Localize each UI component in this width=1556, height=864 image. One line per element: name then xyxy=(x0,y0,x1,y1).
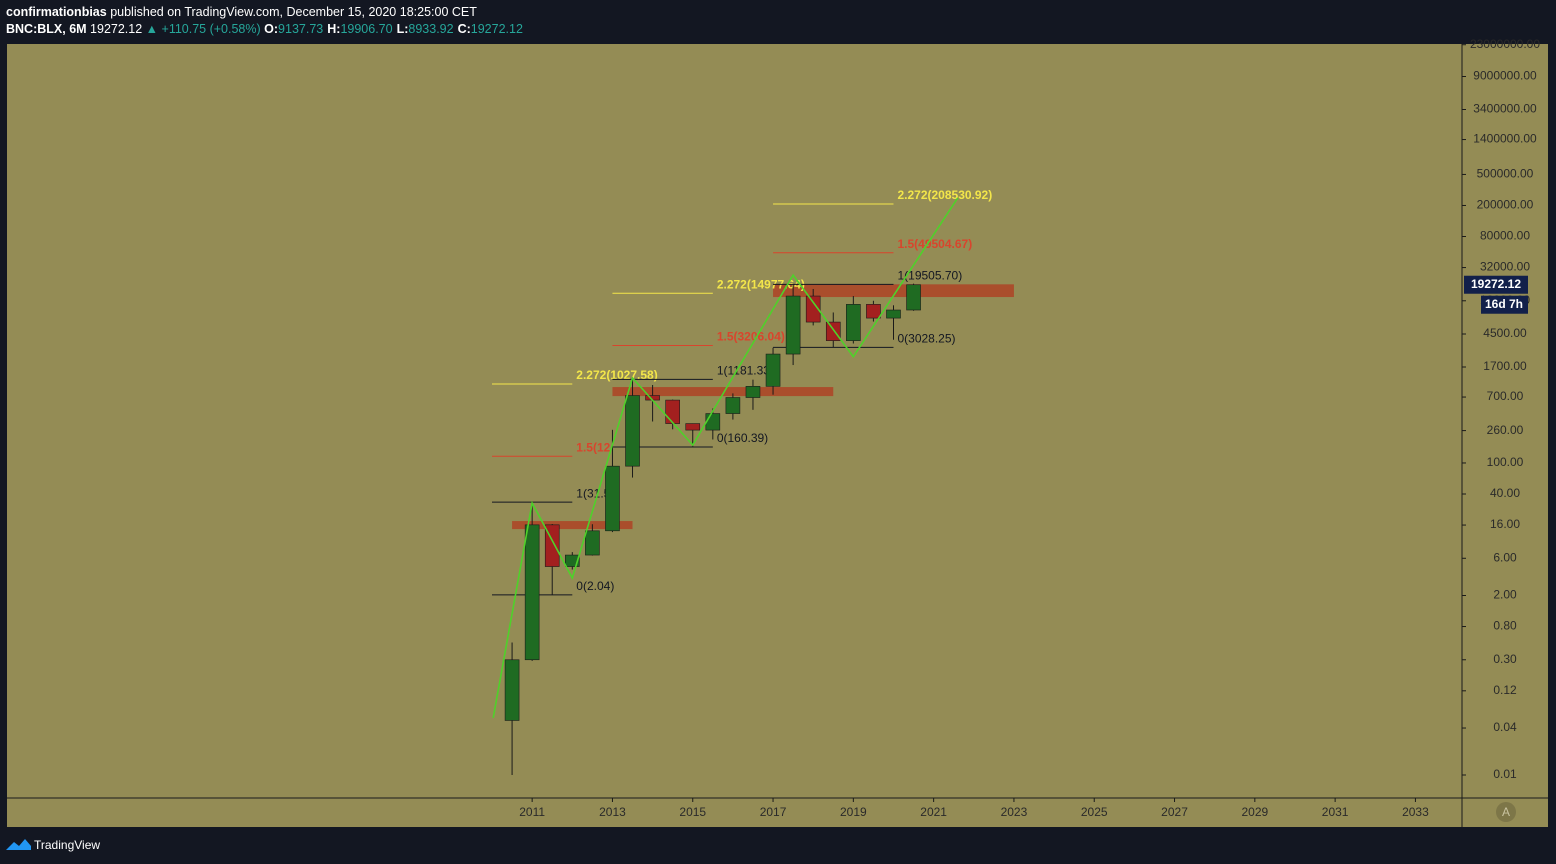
x-tick-label: 2033 xyxy=(1402,805,1429,819)
zone xyxy=(773,284,1014,298)
candle-body xyxy=(685,423,701,431)
y-tick-label: 700.00 xyxy=(1487,389,1524,403)
fib-label: 0(3028.25) xyxy=(897,332,955,346)
scale-button-label[interactable]: A xyxy=(1502,805,1510,819)
brand[interactable]: TradingView xyxy=(34,838,100,852)
x-tick-label: 2013 xyxy=(599,805,626,819)
y-tick-label: 9000000.00 xyxy=(1473,69,1537,83)
y-tick-label: 100.00 xyxy=(1487,455,1524,469)
y-tick-label: 500000.00 xyxy=(1477,167,1534,181)
y-tick-label: 16.00 xyxy=(1490,517,1520,531)
logo[interactable] xyxy=(6,839,31,850)
zone xyxy=(512,521,633,530)
zone xyxy=(612,387,834,397)
fib-label: 2.272(1027.58) xyxy=(576,368,657,382)
candle-body xyxy=(665,399,680,424)
candle-body xyxy=(825,321,841,341)
countdown-bg xyxy=(1481,295,1528,314)
candle-body xyxy=(846,304,861,341)
y-tick-label: 0.12 xyxy=(1493,683,1517,697)
fib-label: 0(160.39) xyxy=(717,431,768,445)
y-tick-label: 23000000.00 xyxy=(1470,37,1540,51)
fib-label: 2.272(14977.64) xyxy=(717,277,805,291)
y-tick-label: 0.04 xyxy=(1493,720,1517,734)
scale-button[interactable] xyxy=(1496,802,1516,822)
zigzag xyxy=(492,197,959,719)
x-tick-label: 2015 xyxy=(679,805,706,819)
price-label: 19272.12 xyxy=(1471,277,1521,291)
y-tick-label: 80000.00 xyxy=(1480,229,1530,243)
symbol: BNC:BLX, 6M xyxy=(6,22,87,36)
candle-body xyxy=(504,659,520,721)
y-tick-label: 3400000.00 xyxy=(1473,102,1537,116)
x-tick-label: 2011 xyxy=(519,805,545,819)
fib-label: 1(31.5 xyxy=(576,486,610,500)
candle-body xyxy=(524,524,540,661)
fib-label: 1.5(3206.04) xyxy=(717,330,785,344)
x-tick-label: 2019 xyxy=(840,805,867,819)
y-tick-label: 200000.00 xyxy=(1477,198,1534,212)
ohlc-label: C: xyxy=(457,22,471,36)
y-tick-label: 0.80 xyxy=(1493,619,1517,633)
y-tick-label: 260.00 xyxy=(1487,423,1524,437)
y-tick-label: 1400000.00 xyxy=(1473,132,1537,146)
ohlc-value: 19906.70 xyxy=(340,22,393,36)
x-tick-label: 2031 xyxy=(1322,805,1349,819)
legend-line: BNC:BLX, 6M 19272.12 ▲ +110.75 (+0.58%) … xyxy=(6,21,527,38)
candle-body xyxy=(765,353,781,387)
author[interactable]: confirmationbias xyxy=(6,5,107,19)
y-tick-label: 40.00 xyxy=(1490,486,1520,500)
ohlc-label: O: xyxy=(264,22,279,36)
published: published on TradingView.com, December 1… xyxy=(110,5,477,19)
header: confirmationbias published on TradingVie… xyxy=(6,4,527,38)
y-tick-label: 0.30 xyxy=(1493,652,1517,666)
y-tick-label: 32000.00 xyxy=(1480,260,1530,274)
ohlc-value: 19272.12 xyxy=(470,22,523,36)
fib-label: 2.272(208530.92) xyxy=(897,188,992,202)
publish-line: confirmationbias published on TradingVie… xyxy=(6,4,527,21)
ohlc-value: 9137.73 xyxy=(278,22,324,36)
x-tick-label: 2021 xyxy=(920,805,947,819)
x-tick-label: 2029 xyxy=(1241,805,1268,819)
candle-body xyxy=(625,395,640,467)
candle-body xyxy=(805,295,821,323)
fib-label: 1(1181.33 xyxy=(717,363,770,377)
candle-body xyxy=(705,413,721,431)
last: 19272.12 xyxy=(90,22,143,36)
candle-body xyxy=(886,309,901,319)
ohlc-label: H: xyxy=(327,22,341,36)
x-tick-label: 2027 xyxy=(1161,805,1188,819)
candle-body xyxy=(745,386,761,398)
x-tick-label: 2023 xyxy=(1001,805,1028,819)
y-tick-label: 0.01 xyxy=(1493,767,1517,781)
y-tick-label: 2.00 xyxy=(1493,588,1517,602)
fib-label: 0(2.04) xyxy=(576,579,614,593)
fib-label: 1.5(12 xyxy=(576,440,610,454)
candle-body xyxy=(785,295,801,355)
chart-bg xyxy=(7,44,1548,827)
candle-body xyxy=(866,304,881,319)
candle-body xyxy=(725,397,741,414)
ohlc-label: L: xyxy=(396,22,409,36)
y-tick-label: 4500.00 xyxy=(1483,326,1527,340)
x-tick-label: 2025 xyxy=(1081,805,1108,819)
countdown: 16d 7h xyxy=(1485,297,1523,311)
candle-body xyxy=(906,284,921,311)
candle-body xyxy=(605,465,620,532)
price-label-bg xyxy=(1464,275,1528,294)
y-tick-label: 6.00 xyxy=(1493,550,1517,564)
y-tick-label: 1700.00 xyxy=(1483,359,1527,373)
ohlc-value: 8933.92 xyxy=(408,22,454,36)
fib-label: 1(19505.70) xyxy=(897,268,962,282)
candle-body xyxy=(564,554,580,567)
fib-label: 1.5(49504.67) xyxy=(897,237,972,251)
change: ▲ +110.75 (+0.58%) xyxy=(145,22,261,36)
x-tick-label: 2017 xyxy=(760,805,787,819)
candle-body xyxy=(585,530,600,556)
ohlc: O:9137.73 H:19906.70 L:8933.92 C:19272.12 xyxy=(264,22,527,36)
